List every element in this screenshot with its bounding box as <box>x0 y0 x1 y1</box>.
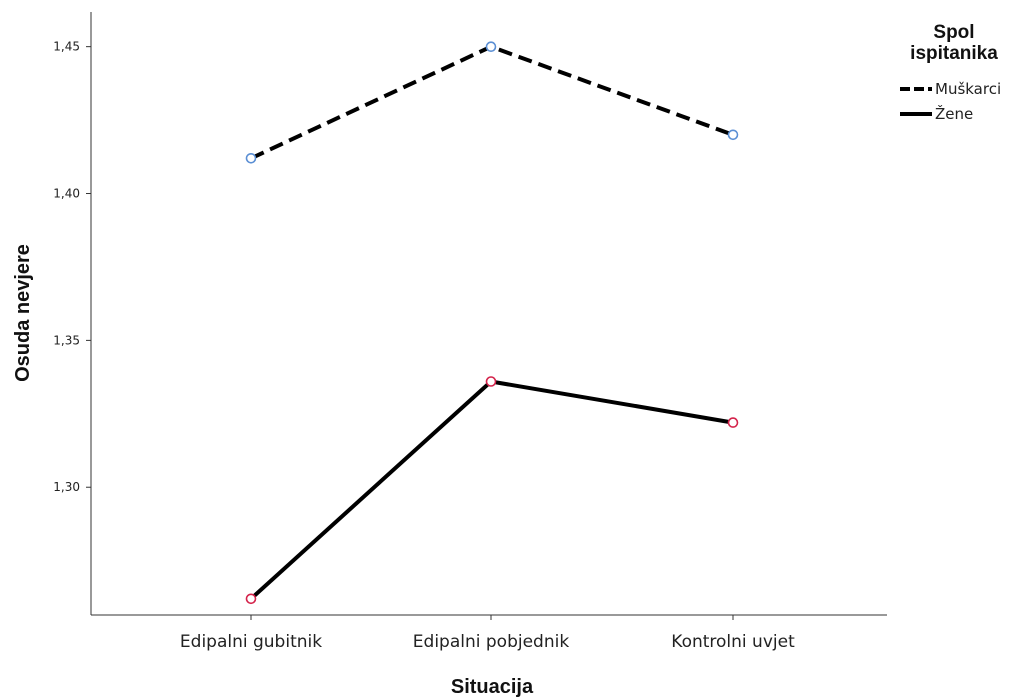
data-point-marker <box>245 593 257 605</box>
legend-label: Muškarci <box>935 80 1001 98</box>
data-point-marker <box>727 129 739 141</box>
data-point-marker <box>485 41 497 53</box>
y-tick-label: 1,45 <box>53 40 80 54</box>
x-axis-title: Situacija <box>451 676 534 698</box>
legend-title-line-1: Spol <box>933 22 974 43</box>
y-tick-label: 1,35 <box>53 333 80 347</box>
plot-area: 1,301,351,401,45 Edipalni gubitnik Edipal… <box>53 12 887 652</box>
y-tick-label: 1,30 <box>53 480 80 494</box>
y-axis-title: Osuda nevjere <box>12 244 34 382</box>
legend-label: Žene <box>935 104 973 123</box>
x-tick-label: Edipalni gubitnik <box>180 632 322 652</box>
y-tick-label: 1,40 <box>53 187 80 201</box>
series-line-1 <box>250 44 734 161</box>
y-ticks: 1,30 1,35 1,40 1,45 <box>53 40 91 494</box>
data-point-marker <box>245 153 257 164</box>
series-line-2 <box>249 379 734 601</box>
data-point-marker <box>727 417 739 428</box>
legend: Spol ispitanika Muškarci Žene <box>900 22 1001 123</box>
series-markers <box>245 41 739 605</box>
legend-items: Muškarci Žene <box>900 80 1001 123</box>
x-tick-label: Kontrolni uvjet <box>671 632 795 652</box>
legend-title-line-2: ispitanika <box>910 43 998 64</box>
x-tick-label: Edipalni pobjednik <box>413 632 570 652</box>
data-point-marker <box>485 376 497 387</box>
series-lines <box>249 44 734 601</box>
x-ticks: Edipalni gubitnik Edipalni pobjednik Kontr… <box>180 615 795 652</box>
